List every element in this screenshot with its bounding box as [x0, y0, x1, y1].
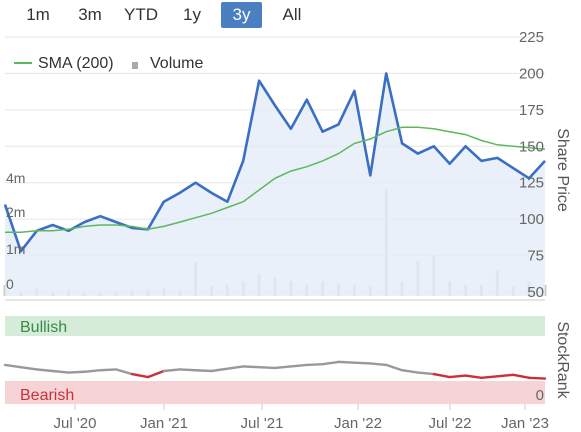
sma-legend-label[interactable]: SMA (200) — [38, 55, 114, 72]
stockrank-segment — [289, 363, 308, 368]
range-button-3y[interactable]: 3y — [221, 2, 262, 28]
x-tick-label: Jan '23 — [501, 415, 549, 432]
price-line — [3, 72, 546, 253]
stockrank-segment — [369, 362, 388, 367]
stockrank-segment — [51, 369, 70, 374]
x-tick-label: Jan '21 — [140, 415, 188, 432]
stockrank-segment — [400, 369, 420, 374]
stockrank-axis-title: StockRank — [554, 321, 571, 399]
stockrank-segment — [114, 368, 134, 376]
volume-legend-label[interactable]: Volume — [150, 55, 203, 72]
stockrank-segment — [83, 369, 102, 373]
bearish-band — [5, 381, 545, 404]
range-button-3m[interactable]: 3m — [78, 5, 102, 24]
price-tick-label: 100 — [519, 211, 544, 228]
bearish-label: Bearish — [20, 387, 74, 404]
bullish-band — [5, 316, 545, 336]
stockrank-segment — [67, 370, 86, 374]
stockrank-segment — [35, 368, 54, 373]
volume-tick-label: 2m — [6, 204, 25, 220]
stockrank-segment — [384, 363, 404, 372]
volume-tick-label: 0 — [6, 276, 14, 292]
price-tick-label: 175 — [519, 102, 544, 119]
x-tick-label: Jul '22 — [429, 415, 472, 432]
price-tick-label: 225 — [519, 29, 544, 46]
range-button-1m[interactable]: 1m — [26, 5, 50, 24]
price-tick-label: 200 — [519, 65, 544, 82]
stockrank-segment — [242, 365, 261, 369]
stockrank-segment — [273, 365, 293, 370]
stockrank-segment — [512, 373, 531, 380]
axis-labels: 225 200 175 150 125 100 75 50 Share Price 4m 2m 1m 0… — [6, 29, 571, 432]
stockrank-segment — [448, 374, 467, 379]
stockrank-segment — [337, 360, 356, 364]
range-button-all[interactable]: All — [282, 5, 302, 24]
stockrank-segment — [496, 373, 515, 378]
volume-legend-swatch — [132, 62, 138, 69]
range-button-1y[interactable]: 1y — [183, 5, 201, 24]
stockrank-segment — [353, 361, 372, 365]
stockrank-segment — [19, 366, 38, 371]
stockrank-segment — [416, 371, 436, 376]
x-tick-label: Jul '20 — [54, 415, 97, 432]
sma-line — [5, 126, 546, 234]
stockrank-panel: Bullish Bearish — [3, 316, 547, 404]
price-tick-label: 75 — [527, 248, 544, 265]
x-tick-label: Jul '21 — [241, 415, 284, 432]
range-selector: 1m 3m YTD 1y 3y All — [0, 0, 330, 32]
stockrank-segment — [257, 366, 277, 370]
stockrank-segment — [210, 367, 229, 373]
stockrank-segment — [305, 362, 324, 367]
stockrank-tick-label: 0 — [536, 387, 544, 404]
stockrank-segment — [130, 372, 150, 379]
legend[interactable]: SMA (200) Volume — [14, 55, 203, 72]
stockrank-segment — [464, 374, 483, 380]
stockrank-segment — [226, 365, 245, 370]
price-tick-label: 150 — [519, 138, 544, 155]
price-axis-title: Share Price — [554, 128, 571, 212]
stockrank-segment — [162, 368, 181, 373]
stockrank-segment — [527, 376, 547, 380]
range-button-ytd[interactable]: YTD — [124, 5, 158, 24]
stockrank-segment — [321, 360, 340, 366]
volume-tick-label: 4m — [6, 170, 25, 186]
price-tick-label: 50 — [527, 284, 544, 301]
price-area — [5, 73, 545, 297]
stockrank-segment — [146, 369, 166, 379]
x-tick-label: Jan '22 — [334, 415, 382, 432]
bullish-label: Bullish — [20, 319, 67, 336]
stockrank-segment — [3, 363, 23, 369]
volume-tick-label: 1m — [6, 241, 25, 257]
stockrank-segment — [432, 372, 451, 379]
price-tick-label: 125 — [519, 175, 544, 192]
stockrank-segment — [194, 369, 213, 373]
stockrank-segment — [99, 368, 118, 372]
stockrank-segment — [178, 368, 197, 372]
stockrank-segment — [480, 375, 499, 380]
price-plot — [3, 72, 546, 297]
